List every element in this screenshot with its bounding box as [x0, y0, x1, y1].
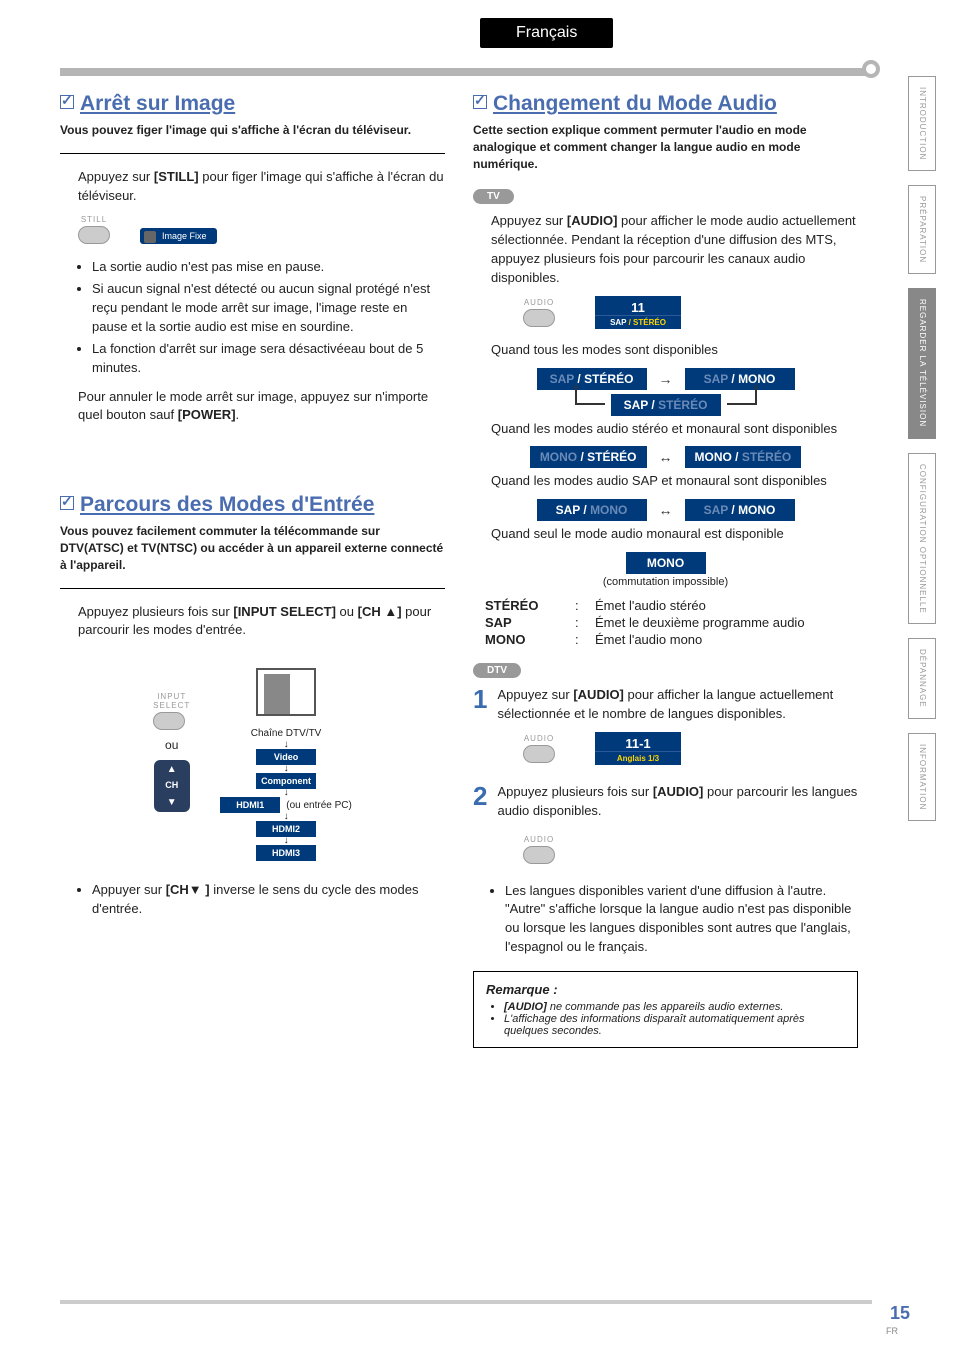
image-fixe-badge: Image Fixe — [140, 228, 217, 244]
flow-all-2: SAP / STÉRÉO — [473, 394, 858, 416]
tab-introduction: INTRODUCTION — [908, 76, 936, 171]
still-diagram: STILL Image Fixe — [78, 215, 445, 244]
locale-label: FR — [886, 1326, 898, 1336]
tab-regarder: REGARDER LA TÉLÉVISION — [908, 288, 936, 438]
parcours-bullet: Appuyer sur [CH▼ ] inverse le sens du cy… — [92, 881, 445, 919]
tv-badge: TV — [473, 189, 514, 204]
tab-depannage: DÉPANNAGE — [908, 638, 936, 719]
arret-bullets: La sortie audio n'est pas mise en pause.… — [92, 258, 445, 377]
rule2 — [60, 588, 445, 589]
flow-sapmono: SAP / MONO ↔ SAP / MONO — [473, 499, 858, 521]
tab-information: INFORMATION — [908, 733, 936, 821]
step-1: 1 Appuyez sur [AUDIO] pour afficher la l… — [473, 686, 858, 769]
changement-intro: Cette section explique comment permuter … — [473, 122, 858, 172]
arret-cancel: Pour annuler le mode arrêt sur image, ap… — [78, 388, 445, 426]
chain-label: Chaîne DTV/TV — [220, 728, 352, 739]
language-header: Français — [480, 18, 613, 48]
dtv-badge: DTV — [473, 663, 521, 678]
ou-label: ou — [153, 738, 190, 752]
flow-sm: MONO / STÉRÉO ↔ MONO / STÉRÉO — [473, 446, 858, 468]
audio-button-3: AUDIO — [523, 835, 555, 864]
pc-note: (ou entrée PC) — [286, 800, 352, 811]
still-button: STILL — [78, 215, 110, 244]
tab-configuration: CONFIGURATION OPTIONNELLE — [908, 453, 936, 625]
tab-preparation: PRÉPARATION — [908, 185, 936, 274]
tv-line: Appuyez sur [AUDIO] pour afficher le mod… — [491, 212, 858, 287]
flow-all-1: SAP / STÉRÉO → SAP / MONO — [473, 368, 858, 390]
page-number: 15 — [890, 1303, 910, 1324]
header-circle — [862, 60, 880, 78]
parcours-line1: Appuyez plusieurs fois sur [INPUT SELECT… — [78, 603, 445, 641]
channel-display-11: 11 SAP / STÉRÉO — [595, 296, 681, 329]
when-mono-only: Quand seul le mode audio monaural est di… — [491, 525, 858, 544]
changement-title: Changement du Mode Audio — [473, 92, 858, 116]
definitions: STÉRÉO:Émet l'audio stéréo SAP:Émet le d… — [485, 598, 858, 647]
right-column: Changement du Mode Audio Cette section e… — [473, 92, 858, 1048]
tv-icon — [256, 668, 316, 716]
remarque-box: Remarque : [AUDIO] ne commande pas les a… — [473, 971, 858, 1048]
channel-display-11-1: 11-1 Anglais 1/3 — [595, 732, 681, 765]
audio-button: AUDIO — [523, 298, 555, 327]
arret-line1: Appuyez sur [STILL] pour figer l'image q… — [78, 168, 445, 206]
step-2: 2 Appuyez plusieurs fois sur [AUDIO] pou… — [473, 783, 858, 868]
audio-diagram-1: AUDIO 11 SAP / STÉRÉO — [523, 296, 858, 329]
parcours-intro: Vous pouvez facilement commuter la téléc… — [60, 523, 445, 573]
input-diagram: INPUT SELECT ou CH Chaîne DTV/TV ↓ Video… — [60, 648, 445, 861]
when-stereo-mono: Quand les modes audio stéréo et monaural… — [491, 420, 858, 439]
arret-title: Arrêt sur Image — [60, 92, 445, 116]
parcours-title: Parcours des Modes d'Entrée — [60, 493, 445, 517]
when-all: Quand tous les modes sont disponibles — [491, 341, 858, 360]
ch-button: CH — [154, 760, 190, 812]
mono-only: MONO (commutation impossible) — [473, 552, 858, 588]
dtv-bullet: Les langues disponibles varient d'une di… — [505, 882, 858, 957]
input-select-button: INPUT SELECT — [153, 692, 190, 730]
rule — [60, 153, 445, 154]
side-tabs: INTRODUCTION PRÉPARATION REGARDER LA TÉL… — [908, 76, 936, 821]
audio-button-2: AUDIO — [523, 734, 555, 763]
when-sap-mono: Quand les modes audio SAP et monaural so… — [491, 472, 858, 491]
arret-intro: Vous pouvez figer l'image qui s'affiche … — [60, 122, 445, 139]
footer-rule — [60, 1300, 872, 1304]
input-hdmi1: HDMI1 — [220, 797, 280, 813]
header-rule — [60, 68, 872, 76]
left-column: Arrêt sur Image Vous pouvez figer l'imag… — [60, 92, 445, 1048]
input-hdmi3: HDMI3 — [256, 845, 316, 861]
